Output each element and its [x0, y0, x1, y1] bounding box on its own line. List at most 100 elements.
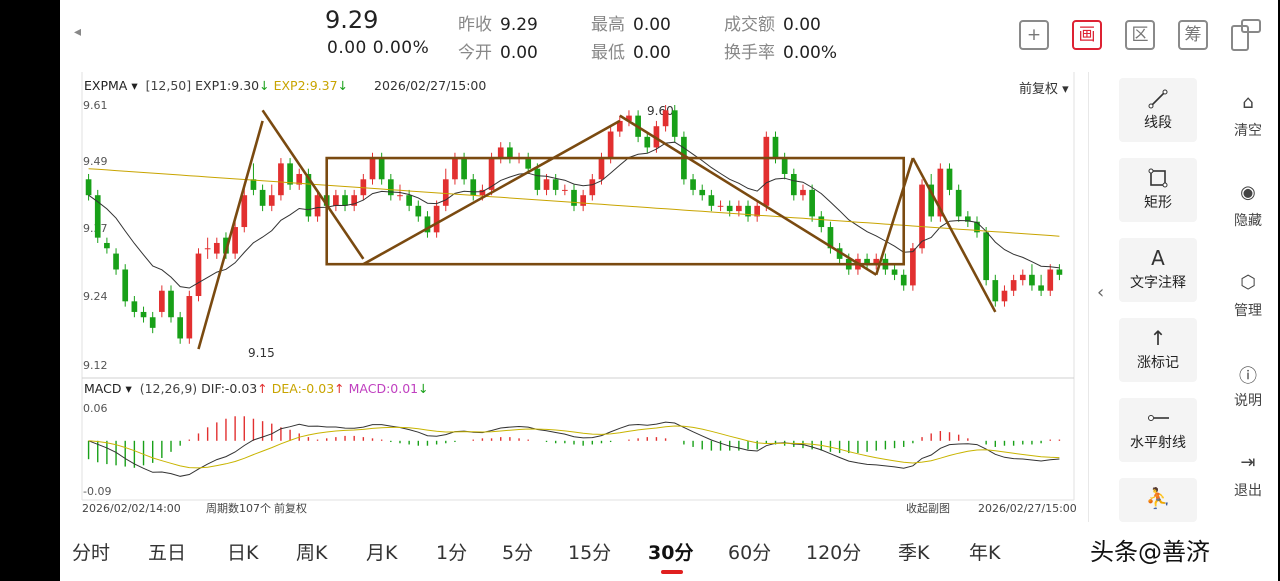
range-icon[interactable]: 区 [1125, 20, 1155, 50]
candle-body [378, 158, 385, 180]
candle-body [204, 248, 211, 250]
dif-label: DIF:-0.03 [201, 381, 258, 396]
candle-body [1010, 280, 1017, 291]
broom-icon: ⌂ [1242, 92, 1254, 113]
candle-body [992, 280, 999, 302]
candle-body [1056, 269, 1063, 275]
rectangle-icon [1148, 168, 1168, 188]
candle-body [415, 205, 422, 217]
exp2-line [88, 168, 1060, 237]
candle-body [131, 301, 138, 312]
tab-quarterly[interactable]: 季K [898, 542, 930, 564]
candle-body [1047, 269, 1054, 291]
tab-daily[interactable]: 日K [227, 542, 259, 564]
chips-icon[interactable]: 筹 [1178, 20, 1208, 50]
text-a-icon: A [1151, 246, 1165, 270]
candle-body [1029, 274, 1035, 286]
candle-body [827, 227, 834, 249]
today-open: 今开 0.00 [458, 43, 538, 63]
candle-body [552, 179, 559, 190]
candle-body [452, 158, 458, 180]
candle-body [946, 168, 953, 190]
candle-body [122, 269, 129, 302]
candle-body [250, 179, 257, 190]
tab-120min[interactable]: 120分 [806, 542, 862, 564]
question-icon: ⓘ [1239, 366, 1257, 387]
collapse-panel-icon[interactable]: ‹ [1097, 282, 1105, 303]
chart-svg: 9.61 9.49 9.37 9.24 9.12 0.06 -0.09 9.60… [81, 72, 1077, 515]
candle-body [470, 179, 477, 196]
candle-body [745, 205, 751, 217]
tool-rise-mark[interactable]: ↑ 涨标记 [1119, 318, 1197, 382]
turnover-rate: 换手率 0.00% [724, 43, 838, 63]
tool-text-note[interactable]: A 文字注释 [1119, 238, 1197, 302]
tab-1min[interactable]: 1分 [436, 542, 468, 564]
tool-horizontal-ray[interactable]: 水平射线 [1119, 398, 1197, 462]
candle-body [149, 317, 156, 328]
tab-monthly[interactable]: 月K [366, 542, 398, 564]
action-exit[interactable]: ⇥ 退出 [1221, 452, 1275, 500]
back-icon[interactable]: ◂ [74, 24, 82, 40]
tab-yearly[interactable]: 年K [969, 542, 1001, 564]
macd-indicator-select[interactable]: MACD ▾ [84, 381, 132, 396]
candle-body [397, 195, 403, 197]
high-marker: 9.60 [647, 104, 674, 118]
low: 最低 0.00 [591, 43, 671, 63]
candle-body [864, 258, 870, 265]
collapse-subchart[interactable]: 收起副图 [906, 501, 950, 515]
tool-rectangle[interactable]: 矩形 [1119, 158, 1197, 222]
candle-body [937, 168, 944, 217]
turnover: 成交额 0.00 [724, 15, 821, 35]
action-help[interactable]: ⓘ 说明 [1221, 362, 1275, 410]
chart-area[interactable]: EXPMA ▾ [12,50] EXP1:9.30↓ EXP2:9.37↓ 20… [80, 72, 1080, 522]
candle-body [589, 179, 596, 196]
candle-body [607, 131, 614, 159]
action-manage[interactable]: ⬡ 管理 [1221, 272, 1275, 320]
macd-legend: MACD ▾ (12,26,9) DIF:-0.03↑ DEA:-0.03↑ M… [84, 381, 429, 396]
candle-body [333, 195, 339, 206]
tab-15min[interactable]: 15分 [568, 542, 612, 564]
candle-body [809, 189, 815, 217]
macd-y-top: 0.06 [83, 402, 108, 415]
screen: ◂ 9.29 0.00 0.00% 昨收 9.29 今开 0.00 最高 0.00 最… [60, 0, 1278, 581]
tab-timeshare[interactable]: 分时 [72, 542, 111, 564]
candle-body [232, 227, 238, 254]
trendline [619, 114, 877, 276]
arrow-up-icon: ↑ [1149, 326, 1167, 350]
tab-five-day[interactable]: 五日 [148, 542, 187, 564]
tool-more[interactable]: ⛹ [1119, 478, 1197, 522]
tab-5min[interactable]: 5分 [502, 542, 534, 564]
candle-body [708, 195, 715, 206]
candle-body [891, 269, 898, 275]
candle-body [525, 158, 532, 169]
exp1-label: EXP1:9.30 [195, 78, 260, 93]
candle-body [644, 136, 651, 148]
adjust-select[interactable]: 前复权 ▾ [1019, 82, 1069, 97]
indicator-select[interactable]: EXPMA ▾ [84, 78, 138, 93]
candle-body [305, 173, 312, 217]
low-marker: 9.15 [248, 346, 275, 360]
candle-body [983, 232, 989, 281]
candle-body [543, 179, 550, 190]
price-change: 0.00 0.00% [327, 38, 430, 58]
consolidation-box [325, 156, 906, 266]
trendline [362, 119, 621, 266]
candle-body [873, 258, 880, 265]
macd-y-bottom: -0.09 [83, 485, 111, 498]
candle-body [479, 189, 486, 196]
tab-30min[interactable]: 30分 [648, 542, 694, 564]
tab-weekly[interactable]: 周K [296, 542, 328, 564]
draw-icon[interactable]: 画 [1072, 20, 1102, 50]
landscape-icon[interactable] [1228, 16, 1264, 54]
action-clear[interactable]: ⌂ 清空 [1221, 92, 1275, 140]
candle-body [168, 290, 174, 318]
trendline [875, 157, 915, 276]
candle-body [616, 120, 623, 132]
action-hide[interactable]: ◉ 隐藏 [1221, 182, 1275, 230]
tool-segment[interactable]: 线段 [1119, 78, 1197, 142]
horizontal-ray-icon [1148, 415, 1169, 421]
tab-60min[interactable]: 60分 [728, 542, 772, 564]
y-tick-label: 9.24 [83, 290, 108, 303]
add-icon[interactable]: + [1019, 20, 1049, 50]
candle-body [699, 189, 706, 196]
